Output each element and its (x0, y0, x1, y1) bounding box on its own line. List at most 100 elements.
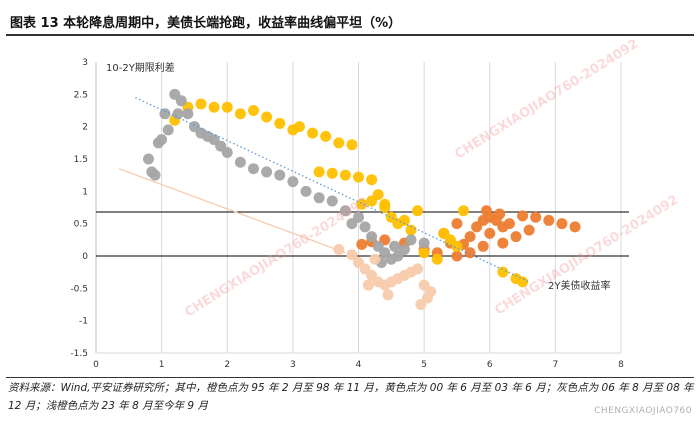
source-note: 资料来源：Wind,平安证券研究所；其中，橙色点为 95 年 2 月至 98 年… (8, 382, 694, 412)
data-point (346, 139, 358, 151)
data-point (389, 240, 401, 252)
data-point (248, 163, 259, 175)
trendline (135, 96, 530, 283)
data-point (300, 185, 312, 197)
x-tick-label: 8 (618, 360, 624, 370)
y-tick-label: 0.5 (74, 220, 88, 230)
data-point (346, 249, 358, 261)
x-tick-label: 7 (553, 360, 559, 370)
data-point (418, 247, 430, 259)
data-point (274, 169, 286, 181)
data-point (356, 238, 368, 250)
data-point (293, 121, 305, 133)
data-point (182, 108, 194, 120)
data-point (313, 192, 325, 204)
data-point (556, 218, 568, 230)
footer-watermark: CHENGXIAOJIAO760 (594, 406, 692, 416)
y-tick-label: 0 (82, 252, 88, 262)
trendline (118, 168, 346, 254)
data-point (382, 289, 394, 301)
data-point (175, 95, 187, 107)
data-point (234, 108, 246, 120)
data-point (510, 231, 522, 243)
y-tick-label: 3 (82, 58, 88, 68)
data-point (261, 111, 273, 123)
data-point (366, 174, 378, 186)
data-point (480, 205, 492, 217)
data-point (405, 224, 417, 236)
x-tick-label: 1 (159, 360, 165, 370)
y-tick-label: -1.5 (70, 349, 88, 359)
y-tick-label: 2.5 (74, 90, 88, 100)
x-axis-title: 2Y美债收益率 (548, 279, 610, 292)
y-axis-title: 10-2Y期限利差 (106, 61, 175, 74)
data-point (326, 167, 338, 179)
x-tick-label: 6 (487, 360, 493, 370)
title-bar: 图表 13 本轮降息周期中，美债长端抢跑，收益率曲线偏平坦（%） (6, 8, 694, 36)
data-point (356, 198, 368, 210)
data-point (362, 279, 374, 291)
data-point (451, 240, 463, 252)
data-point (162, 124, 174, 136)
data-point (221, 147, 233, 159)
x-tick-label: 4 (356, 360, 362, 370)
y-tick-label: 2 (82, 123, 88, 133)
data-point (398, 244, 410, 256)
data-point (412, 263, 424, 275)
footer-rule (6, 377, 694, 378)
data-point (431, 253, 443, 265)
data-point (530, 211, 542, 223)
data-point (497, 266, 509, 278)
data-point (195, 98, 207, 110)
data-point (353, 171, 364, 183)
data-point (333, 137, 345, 149)
data-point (497, 237, 509, 249)
data-point (464, 231, 476, 243)
figure-title: 图表 13 本轮降息周期中，美债长端抢跑，收益率曲线偏平坦（%） (10, 16, 402, 31)
x-tick-label: 5 (421, 360, 427, 370)
data-point (477, 240, 489, 252)
data-point (451, 218, 463, 230)
x-tick-label: 2 (224, 360, 230, 370)
data-point (421, 292, 433, 304)
data-point (156, 134, 168, 146)
data-point (208, 101, 220, 113)
data-point (379, 202, 391, 213)
data-point (412, 205, 424, 217)
data-point (503, 218, 515, 230)
data-point (159, 108, 171, 120)
data-point (143, 153, 154, 165)
data-point (484, 227, 496, 239)
y-tick-label: -1 (79, 317, 88, 327)
y-tick-label: 1 (82, 187, 88, 197)
data-point (543, 214, 555, 226)
data-point (405, 234, 417, 246)
data-point (398, 214, 410, 226)
data-point (149, 169, 161, 181)
data-point (333, 244, 345, 256)
data-point (307, 127, 319, 139)
data-point (418, 237, 430, 249)
data-point (359, 221, 371, 233)
scatter-chart: 0 1 2 3 4 5 6 7 8 -1.5 -1 -0.5 0 0.5 1 1.5 2 2.5 3 10-2Y期限利… (70, 58, 629, 370)
data-point (339, 205, 351, 217)
data-point (458, 205, 469, 217)
x-tick-label: 3 (290, 360, 296, 370)
y-tick-label: 1.5 (74, 155, 88, 165)
data-point (313, 166, 325, 178)
data-point (517, 210, 529, 222)
data-point (346, 218, 358, 230)
data-point (451, 250, 463, 262)
data-point (261, 166, 273, 178)
data-point (320, 130, 332, 142)
data-point (287, 176, 299, 188)
data-point (172, 108, 184, 120)
x-tick-label: 0 (93, 360, 99, 370)
data-point (234, 156, 246, 168)
data-point (326, 195, 338, 207)
data-point (517, 276, 529, 288)
data-point (523, 224, 535, 236)
y-tick-label: -0.5 (70, 284, 88, 294)
data-point (369, 253, 381, 265)
data-point (274, 117, 286, 129)
